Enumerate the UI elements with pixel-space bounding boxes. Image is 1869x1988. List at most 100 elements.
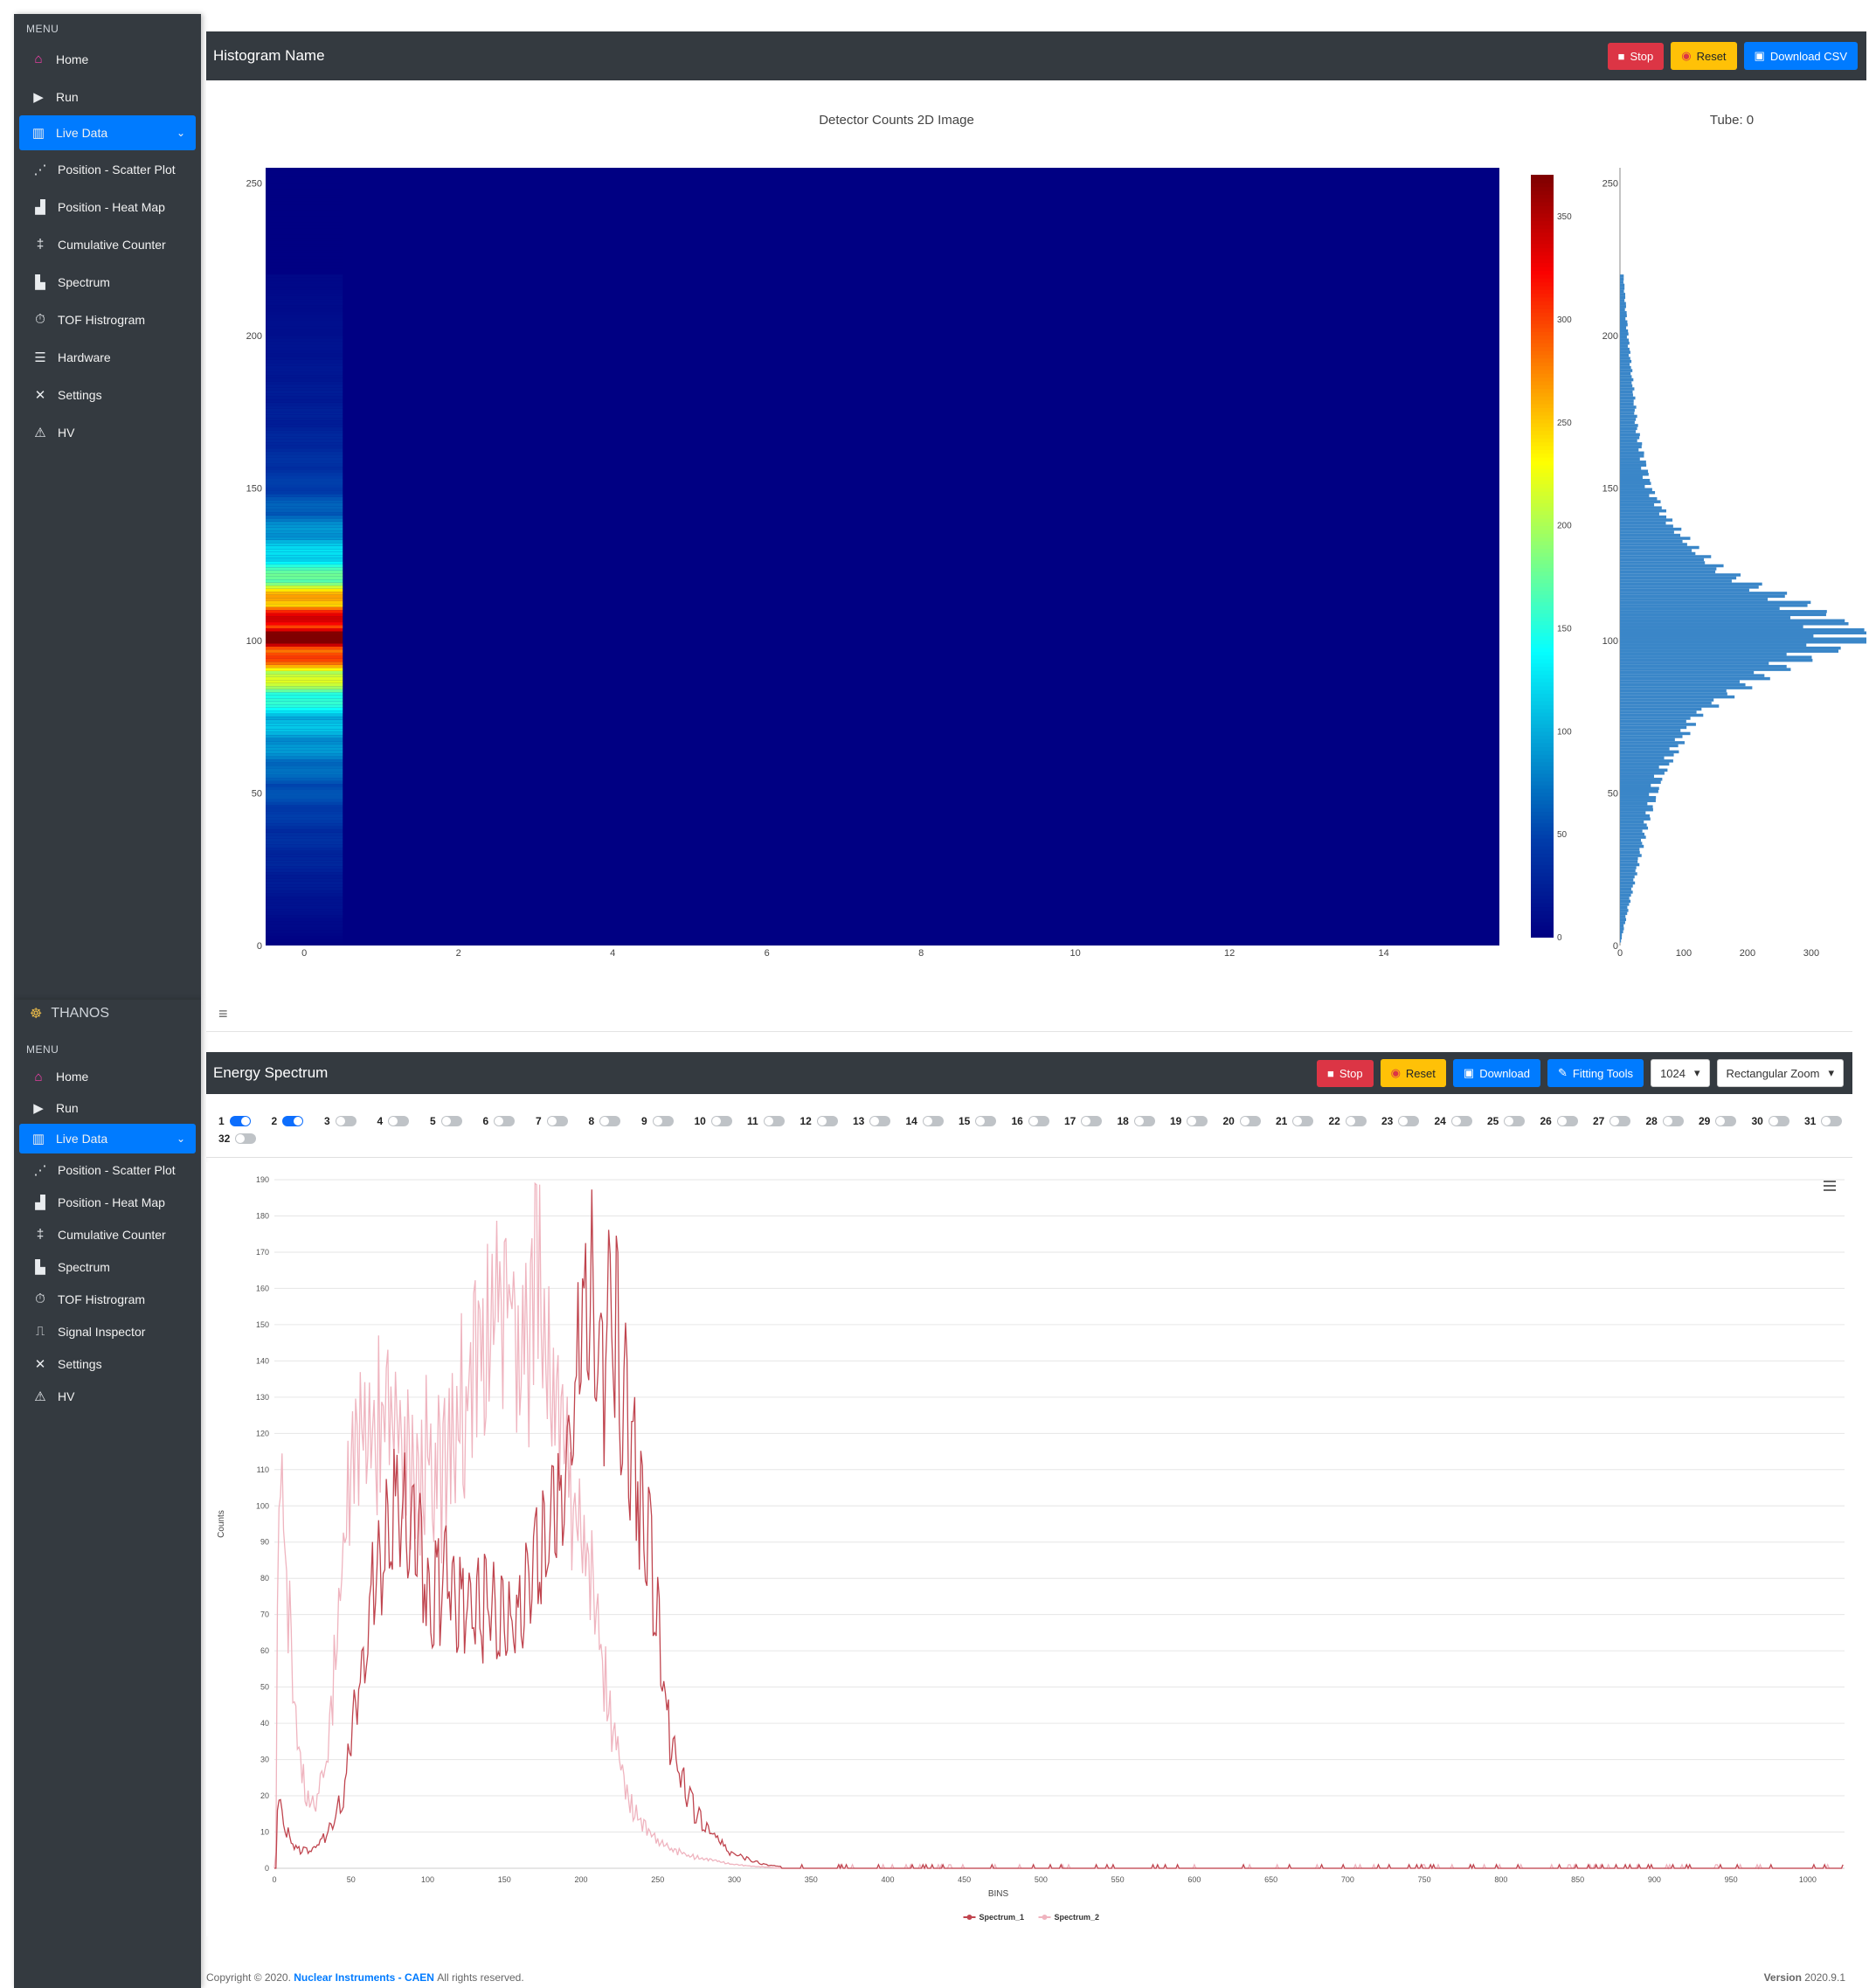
toggle-switch[interactable]	[1609, 1116, 1631, 1126]
sidebar-item-hv[interactable]: ⚠ HV	[14, 1380, 201, 1412]
toggle-switch[interactable]	[869, 1116, 891, 1126]
sidebar-item-scatter-plot[interactable]: ⋰ Position - Scatter Plot	[14, 150, 201, 188]
toggle-switch[interactable]	[1081, 1116, 1103, 1126]
sidebar-item-spectrum[interactable]: ▙ Spectrum	[14, 263, 201, 301]
sidebar-item-tof-histogram[interactable]: ⏱ TOF Histrogram	[14, 1283, 201, 1315]
toggle-switch[interactable]	[816, 1116, 838, 1126]
channel-toggle-26[interactable]: 26	[1540, 1115, 1578, 1127]
download-button[interactable]: ▣ Download	[1452, 1059, 1541, 1087]
channel-toggle-9[interactable]: 9	[641, 1115, 674, 1127]
channel-toggle-2[interactable]: 2	[272, 1115, 304, 1127]
toggle-switch[interactable]	[975, 1116, 997, 1126]
stop-button[interactable]: ■ Stop	[1316, 1059, 1374, 1087]
channel-toggle-21[interactable]: 21	[1276, 1115, 1314, 1127]
channel-toggle-31[interactable]: 31	[1804, 1115, 1843, 1127]
channel-toggle-22[interactable]: 22	[1329, 1115, 1367, 1127]
toggle-switch[interactable]	[710, 1116, 732, 1126]
toggle-switch[interactable]	[1187, 1116, 1208, 1126]
sidebar-item-hardware[interactable]: ☰ Hardware	[14, 338, 201, 376]
sidebar-item-cumulative-counter[interactable]: ‡ Cumulative Counter	[14, 225, 201, 263]
sidebar-item-live-data[interactable]: ▥ Live Data ⌄	[19, 1124, 196, 1153]
sidebar-item-cumulative-counter[interactable]: ‡ Cumulative Counter	[14, 1218, 201, 1250]
channel-toggle-27[interactable]: 27	[1593, 1115, 1631, 1127]
toggle-switch[interactable]	[229, 1116, 251, 1126]
sidebar-item-run[interactable]: ▶ Run	[14, 1092, 201, 1124]
toggle-switch[interactable]	[1768, 1116, 1789, 1126]
download-csv-button[interactable]: ▣ Download CSV	[1743, 42, 1858, 70]
brand[interactable]: ☸ THANOS	[14, 1000, 201, 1028]
channel-toggle-14[interactable]: 14	[906, 1115, 944, 1127]
sidebar-item-live-data[interactable]: ▥ Live Data ⌄	[19, 115, 196, 150]
bins-select[interactable]: 1024 ▾	[1651, 1059, 1710, 1087]
sidebar-item-settings[interactable]: ✕ Settings	[14, 1347, 201, 1380]
fitting-tools-button[interactable]: ✎ Fitting Tools	[1547, 1059, 1644, 1087]
sidebar-item-settings[interactable]: ✕ Settings	[14, 376, 201, 413]
sidebar-item-heat-map[interactable]: ▟ Position - Heat Map	[14, 1186, 201, 1218]
channel-toggle-29[interactable]: 29	[1699, 1115, 1737, 1127]
channel-toggle-30[interactable]: 30	[1752, 1115, 1789, 1127]
channel-toggle-1[interactable]: 1	[218, 1115, 251, 1127]
sidebar-item-spectrum[interactable]: ▙ Spectrum	[14, 1250, 201, 1283]
legend-item-label[interactable]: Spectrum_2	[1055, 1913, 1100, 1922]
legend-item-label[interactable]: Spectrum_1	[979, 1913, 1025, 1922]
sidebar-item-run[interactable]: ▶ Run	[14, 78, 201, 115]
channel-toggle-8[interactable]: 8	[589, 1115, 621, 1127]
sidebar-item-tof-histogram[interactable]: ⏱ TOF Histrogram	[14, 301, 201, 338]
channel-toggle-17[interactable]: 17	[1064, 1115, 1103, 1127]
reset-button[interactable]: ◉ Reset	[1671, 42, 1737, 70]
channel-toggle-3[interactable]: 3	[324, 1115, 356, 1127]
reset-button[interactable]: ◉ Reset	[1380, 1059, 1446, 1087]
channel-toggle-11[interactable]: 11	[747, 1115, 785, 1127]
channel-toggle-23[interactable]: 23	[1381, 1115, 1420, 1127]
channel-toggle-13[interactable]: 13	[853, 1115, 891, 1127]
channel-toggle-4[interactable]: 4	[377, 1115, 410, 1127]
channel-toggle-20[interactable]: 20	[1223, 1115, 1261, 1127]
toggle-switch[interactable]	[335, 1116, 356, 1126]
channel-toggle-7[interactable]: 7	[536, 1115, 568, 1127]
toggle-switch[interactable]	[1556, 1116, 1578, 1126]
sidebar-item-home[interactable]: ⌂ Home	[14, 40, 201, 78]
channel-toggle-5[interactable]: 5	[430, 1115, 462, 1127]
channel-toggle-12[interactable]: 12	[800, 1115, 838, 1127]
sidebar-item-heat-map[interactable]: ▟ Position - Heat Map	[14, 188, 201, 225]
sidebar-item-signal-inspector[interactable]: ⎍ Signal Inspector	[14, 1315, 201, 1347]
toggle-switch[interactable]	[1345, 1116, 1367, 1126]
channel-toggle-10[interactable]: 10	[695, 1115, 732, 1127]
toggle-switch[interactable]	[1028, 1116, 1049, 1126]
channel-toggle-28[interactable]: 28	[1646, 1115, 1684, 1127]
channel-toggle-16[interactable]: 16	[1012, 1115, 1049, 1127]
toggle-switch[interactable]	[546, 1116, 568, 1126]
channel-toggle-19[interactable]: 19	[1170, 1115, 1208, 1127]
toggle-switch[interactable]	[1292, 1116, 1314, 1126]
toggle-switch[interactable]	[599, 1116, 621, 1126]
zoom-select[interactable]: Rectangular Zoom ▾	[1716, 1059, 1844, 1087]
channel-toggle-25[interactable]: 25	[1487, 1115, 1526, 1127]
toggle-switch[interactable]	[494, 1116, 516, 1126]
toggle-switch[interactable]	[1398, 1116, 1420, 1126]
stop-button[interactable]: ■ Stop	[1607, 42, 1665, 70]
toggle-switch[interactable]	[235, 1133, 257, 1144]
toggle-switch[interactable]	[1821, 1116, 1843, 1126]
channel-toggle-32[interactable]: 32	[218, 1133, 257, 1145]
toggle-switch[interactable]	[1662, 1116, 1684, 1126]
sidebar-item-hv[interactable]: ⚠ HV	[14, 413, 201, 451]
channel-toggle-24[interactable]: 24	[1435, 1115, 1472, 1127]
hamburger-menu-icon[interactable]: ≡	[218, 1005, 228, 1022]
toggle-switch[interactable]	[1450, 1116, 1472, 1126]
channel-toggle-6[interactable]: 6	[483, 1115, 516, 1127]
sidebar-item-home[interactable]: ⌂ Home	[14, 1061, 201, 1092]
toggle-switch[interactable]	[652, 1116, 674, 1126]
toggle-switch[interactable]	[440, 1116, 462, 1126]
sidebar-item-scatter-plot[interactable]: ⋰ Position - Scatter Plot	[14, 1153, 201, 1186]
toggle-switch[interactable]	[1504, 1116, 1526, 1126]
company-link[interactable]: Nuclear Instruments - CAEN	[294, 1971, 434, 1984]
chart-menu-icon[interactable]	[1823, 1180, 1837, 1192]
channel-toggle-15[interactable]: 15	[959, 1115, 997, 1127]
toggle-switch[interactable]	[282, 1116, 304, 1126]
toggle-switch[interactable]	[1239, 1116, 1261, 1126]
channel-toggle-18[interactable]: 18	[1118, 1115, 1155, 1127]
toggle-switch[interactable]	[763, 1116, 785, 1126]
toggle-switch[interactable]	[922, 1116, 944, 1126]
toggle-switch[interactable]	[388, 1116, 410, 1126]
toggle-switch[interactable]	[1715, 1116, 1737, 1126]
